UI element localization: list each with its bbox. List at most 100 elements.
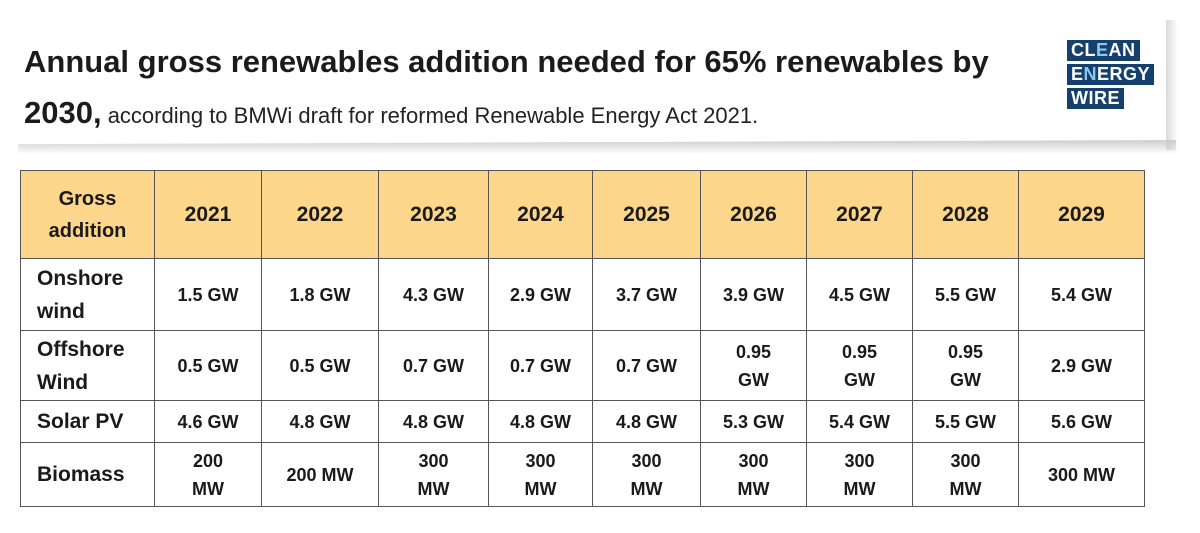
- value-text: MW: [737, 478, 770, 499]
- corner-label-line2: addition: [48, 219, 127, 242]
- row-label: Onshore wind: [20, 258, 155, 331]
- column-header: 2028: [912, 170, 1019, 259]
- value-text: 300: [950, 450, 981, 471]
- row-label-line1: Offshore: [37, 337, 125, 361]
- value-text: 3.9 GW: [722, 284, 784, 305]
- value-text: 0.7 GW: [615, 355, 677, 376]
- column-header: 2029: [1018, 170, 1145, 259]
- row-label: Solar PV: [20, 400, 155, 443]
- value-text: MW: [192, 478, 224, 499]
- value-text: 4.6 GW: [177, 411, 239, 432]
- table-row: Offshore Wind 0.5 GW 0.5 GW 0.7 GW 0.7 GW 0.7 …: [20, 330, 1145, 401]
- value-cell: 0.95 GW: [806, 330, 913, 401]
- logo-word-wire: WIRE: [1067, 88, 1124, 109]
- value-cell: 0.7 GW: [488, 330, 593, 401]
- value-text: 5.6 GW: [1050, 411, 1112, 432]
- value-text: 4.8 GW: [615, 411, 677, 432]
- row-label-line1: Onshore: [37, 266, 124, 290]
- value-text: 1.5 GW: [177, 284, 239, 305]
- value-text: 300: [738, 450, 769, 471]
- value-text: 4.3 GW: [402, 284, 464, 305]
- value-text: 2.9 GW: [1050, 355, 1112, 376]
- value-text: 4.8 GW: [402, 411, 464, 432]
- value-text: GW: [738, 369, 769, 390]
- value-cell: 300 MW: [700, 442, 807, 507]
- value-cell: 3.7 GW: [592, 258, 701, 331]
- value-cell: 0.5 GW: [261, 330, 379, 401]
- value-text: 4.8 GW: [289, 411, 351, 432]
- value-cell: 300 MW: [1018, 442, 1145, 507]
- title-card-shadow: [18, 140, 1176, 154]
- value-cell: 5.6 GW: [1018, 400, 1145, 443]
- value-cell: 4.3 GW: [378, 258, 489, 331]
- corner-header: Gross addition: [20, 170, 155, 259]
- value-text: 5.4 GW: [1050, 284, 1112, 305]
- value-text: MW: [417, 478, 450, 499]
- column-header: 2025: [592, 170, 701, 259]
- value-text: 0.7 GW: [402, 355, 464, 376]
- row-label: Offshore Wind: [20, 330, 155, 401]
- subtitle-source: according to BMWi draft for reformed Ren…: [101, 103, 759, 128]
- column-header: 2024: [488, 170, 593, 259]
- value-cell: 0.95 GW: [912, 330, 1019, 401]
- value-cell: 200 MW: [154, 442, 262, 507]
- value-text: 0.5 GW: [289, 355, 351, 376]
- value-cell: 300 MW: [912, 442, 1019, 507]
- renewables-addition-table: Gross addition 2021 2022 2023 2024 2025 …: [20, 170, 1145, 507]
- value-text: 4.8 GW: [509, 411, 571, 432]
- value-cell: 4.8 GW: [378, 400, 489, 443]
- value-cell: 0.7 GW: [378, 330, 489, 401]
- value-text: 5.3 GW: [722, 411, 784, 432]
- row-label-line2: Wind: [37, 370, 89, 394]
- value-cell: 3.9 GW: [700, 258, 807, 331]
- value-text: 2.9 GW: [509, 284, 571, 305]
- column-header: 2022: [261, 170, 379, 259]
- value-cell: 5.4 GW: [806, 400, 913, 443]
- value-cell: 5.3 GW: [700, 400, 807, 443]
- value-text: 0.5 GW: [177, 355, 239, 376]
- value-text: 200: [192, 450, 224, 471]
- value-cell: 300 MW: [378, 442, 489, 507]
- row-label-line1: Biomass: [37, 463, 125, 486]
- value-text: 300: [418, 450, 449, 471]
- value-text: 300: [631, 450, 662, 471]
- value-cell: 5.5 GW: [912, 400, 1019, 443]
- title-card-edge-shadow: [1166, 20, 1178, 150]
- value-cell: 5.4 GW: [1018, 258, 1145, 331]
- value-text: MW: [843, 478, 876, 499]
- value-text: 300 MW: [1047, 464, 1116, 485]
- table-body: Onshore wind 1.5 GW 1.8 GW 4.3 GW 2.9 GW 3.7 G…: [20, 258, 1145, 507]
- value-cell: 4.8 GW: [261, 400, 379, 443]
- value-text: MW: [524, 478, 557, 499]
- value-cell: 2.9 GW: [488, 258, 593, 331]
- chart-title: Annual gross renewables addition needed …: [24, 44, 989, 79]
- value-cell: 300 MW: [488, 442, 593, 507]
- value-text: MW: [630, 478, 663, 499]
- clean-energy-wire-logo: CLEAN ENERGY WIRE: [1067, 40, 1155, 112]
- value-cell: 200 MW: [261, 442, 379, 507]
- value-text: 4.5 GW: [828, 284, 890, 305]
- row-label-line2: wind: [37, 299, 85, 323]
- value-text: 0.95: [947, 341, 984, 362]
- logo-word-energy: ENERGY: [1067, 64, 1155, 85]
- value-cell: 0.95 GW: [700, 330, 807, 401]
- table-row: Biomass 200 MW 200 MW 300 MW 300 MW 300 MW 300 MW 30…: [20, 442, 1145, 507]
- value-cell: 4.6 GW: [154, 400, 262, 443]
- value-cell: 5.5 GW: [912, 258, 1019, 331]
- table-row: Onshore wind 1.5 GW 1.8 GW 4.3 GW 2.9 GW 3.7 G…: [20, 258, 1145, 331]
- column-header: 2021: [154, 170, 262, 259]
- value-text: 300: [844, 450, 875, 471]
- value-text: 0.95: [841, 341, 878, 362]
- row-label: Biomass: [20, 442, 155, 507]
- column-header: 2026: [700, 170, 807, 259]
- value-text: 3.7 GW: [615, 284, 677, 305]
- value-cell: 4.5 GW: [806, 258, 913, 331]
- value-text: GW: [950, 369, 981, 390]
- value-text: 5.4 GW: [828, 411, 890, 432]
- value-text: 1.8 GW: [289, 284, 351, 305]
- value-text: 300: [525, 450, 556, 471]
- column-header: 2023: [378, 170, 489, 259]
- row-label-line1: Solar PV: [37, 410, 124, 433]
- title-year: 2030,: [24, 95, 102, 130]
- header-row: Gross addition 2021 2022 2023 2024 2025 …: [20, 170, 1145, 259]
